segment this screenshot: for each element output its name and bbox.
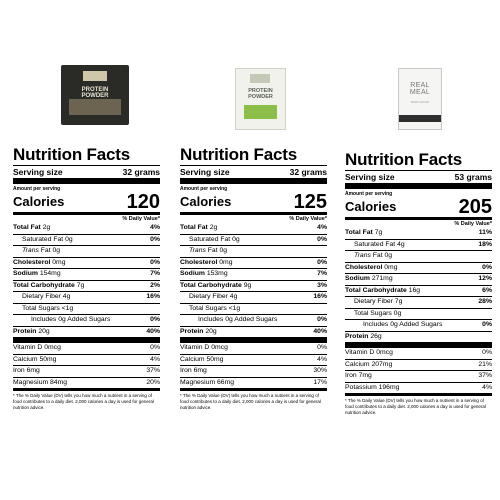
vitamin-row: Calcium 207mg 21%	[345, 358, 492, 371]
vitamin-row: Iron 6mg 37%	[13, 365, 160, 377]
label-title: Nutrition Facts	[180, 145, 297, 164]
vitamin-row: Vitamin D 0mcg 0%	[180, 344, 327, 351]
vitamin-row: Potassium 196mg 4%	[345, 381, 492, 394]
serving-size-value: 53 grams	[454, 172, 492, 182]
calories-value: 205	[458, 196, 492, 218]
calories-value: 125	[293, 191, 327, 213]
vitamin-row: Magnesium 84mg 20%	[13, 376, 160, 389]
footnote: * The % Daily Value (DV) tells you how m…	[180, 393, 321, 410]
serving-size-value: 32 grams	[289, 167, 327, 177]
product-package-3: REAL MEAL RAW CACAO	[398, 68, 442, 130]
nutrient-row: Trans Fat 0g	[345, 250, 492, 262]
package-text: PROTEIN	[81, 87, 109, 93]
daily-value-header: % Daily Value*	[454, 221, 492, 227]
vitamin-row: Vitamin D 0mcg 0%	[13, 344, 160, 351]
nutrient-row: Saturated Fat 0g 0%	[180, 233, 327, 246]
nutrient-row: Sodium 153mg 7%	[180, 268, 327, 280]
nutrient-row: Includes 0g Added Sugars 0%	[13, 314, 160, 326]
calories-label: Calories	[180, 194, 232, 209]
nutrient-row: Trans Fat 0g	[13, 245, 160, 257]
nutrient-row: Sodium 154mg 7%	[13, 268, 160, 280]
nutrient-row: Total Carbohydrate 9g 3%	[180, 279, 327, 292]
nutrient-row: Total Carbohydrate 7g 2%	[13, 279, 160, 292]
nutrition-label-2: Nutrition Facts Serving size 32 grams Am…	[180, 145, 327, 411]
nutrient-row: Protein 20g 40%	[180, 325, 327, 338]
nutrient-row: Total Carbohydrate 16g 6%	[345, 284, 492, 297]
amount-per-serving: Amount per serving	[13, 186, 61, 192]
nutrient-row: Sodium 271mg 12%	[345, 273, 492, 285]
package-text: MEAL	[409, 89, 431, 96]
nutrient-row: Dietary Fiber 4g 16%	[13, 291, 160, 303]
nutrient-row: Protein 20g 40%	[13, 325, 160, 338]
nutrient-row: Cholesterol 0mg 0%	[345, 261, 492, 274]
serving-size-label: Serving size	[345, 172, 395, 182]
label-title: Nutrition Facts	[345, 150, 462, 169]
package-text: REAL	[410, 82, 430, 89]
package-subtext: RAW CACAO	[410, 100, 430, 104]
amount-per-serving: Amount per serving	[180, 186, 228, 192]
product-package-1: PROTEIN POWDER	[61, 65, 129, 125]
nutrient-row: Total Fat 7g 11%	[345, 229, 492, 236]
package-text: PROTEIN	[248, 88, 273, 94]
daily-value-header: % Daily Value*	[122, 216, 160, 222]
calories-label: Calories	[345, 199, 397, 214]
vitamin-row: Calcium 50mg 4%	[13, 353, 160, 366]
amount-per-serving: Amount per serving	[345, 191, 393, 197]
nutrient-row: Total Sugars <1g	[13, 302, 160, 315]
nutrient-row: Includes 0g Added Sugars 0%	[345, 319, 492, 331]
nutrient-row: Dietary Fiber 4g 16%	[180, 291, 327, 303]
nutrient-row: Total Fat 2g 4%	[13, 224, 160, 231]
footnote: * The % Daily Value (DV) tells you how m…	[13, 393, 154, 410]
label-title: Nutrition Facts	[13, 145, 130, 164]
vitamin-row: Calcium 50mg 4%	[180, 353, 327, 366]
vitamin-row: Iron 6mg 30%	[180, 365, 327, 377]
nutrient-row: Total Fat 2g 4%	[180, 224, 327, 231]
serving-size-label: Serving size	[180, 167, 230, 177]
nutrient-row: Includes 0g Added Sugars 0%	[180, 314, 327, 326]
package-text: POWDER	[248, 93, 273, 100]
daily-value-header: % Daily Value*	[289, 216, 327, 222]
vitamin-row: Magnesium 66mg 17%	[180, 376, 327, 389]
nutrient-row: Saturated Fat 4g 18%	[345, 238, 492, 251]
nutrient-row: Dietary Fiber 7g 28%	[345, 296, 492, 308]
package-text: POWDER	[81, 93, 109, 99]
vitamin-row: Iron 7mg 37%	[345, 370, 492, 382]
nutrient-row: Protein 26g	[345, 330, 492, 343]
nutrition-label-3: Nutrition Facts Serving size 53 grams Am…	[345, 150, 492, 416]
vitamin-row: Vitamin D 0mcg 0%	[345, 349, 492, 356]
nutrient-row: Cholesterol 0mg 0%	[180, 256, 327, 269]
nutrition-label-1: Nutrition Facts Serving size 32 grams Am…	[13, 145, 160, 411]
nutrient-row: Cholesterol 0mg 0%	[13, 256, 160, 269]
calories-label: Calories	[13, 194, 65, 209]
product-package-2: PROTEIN POWDER	[235, 68, 286, 130]
footnote: * The % Daily Value (DV) tells you how m…	[345, 398, 486, 415]
calories-value: 120	[126, 191, 160, 213]
nutrient-row: Saturated Fat 0g 0%	[13, 233, 160, 246]
nutrient-row: Total Sugars 0g	[345, 307, 492, 320]
serving-size-value: 32 grams	[122, 167, 160, 177]
nutrient-row: Trans Fat 0g	[180, 245, 327, 257]
serving-size-label: Serving size	[13, 167, 63, 177]
nutrient-row: Total Sugars <1g	[180, 302, 327, 315]
